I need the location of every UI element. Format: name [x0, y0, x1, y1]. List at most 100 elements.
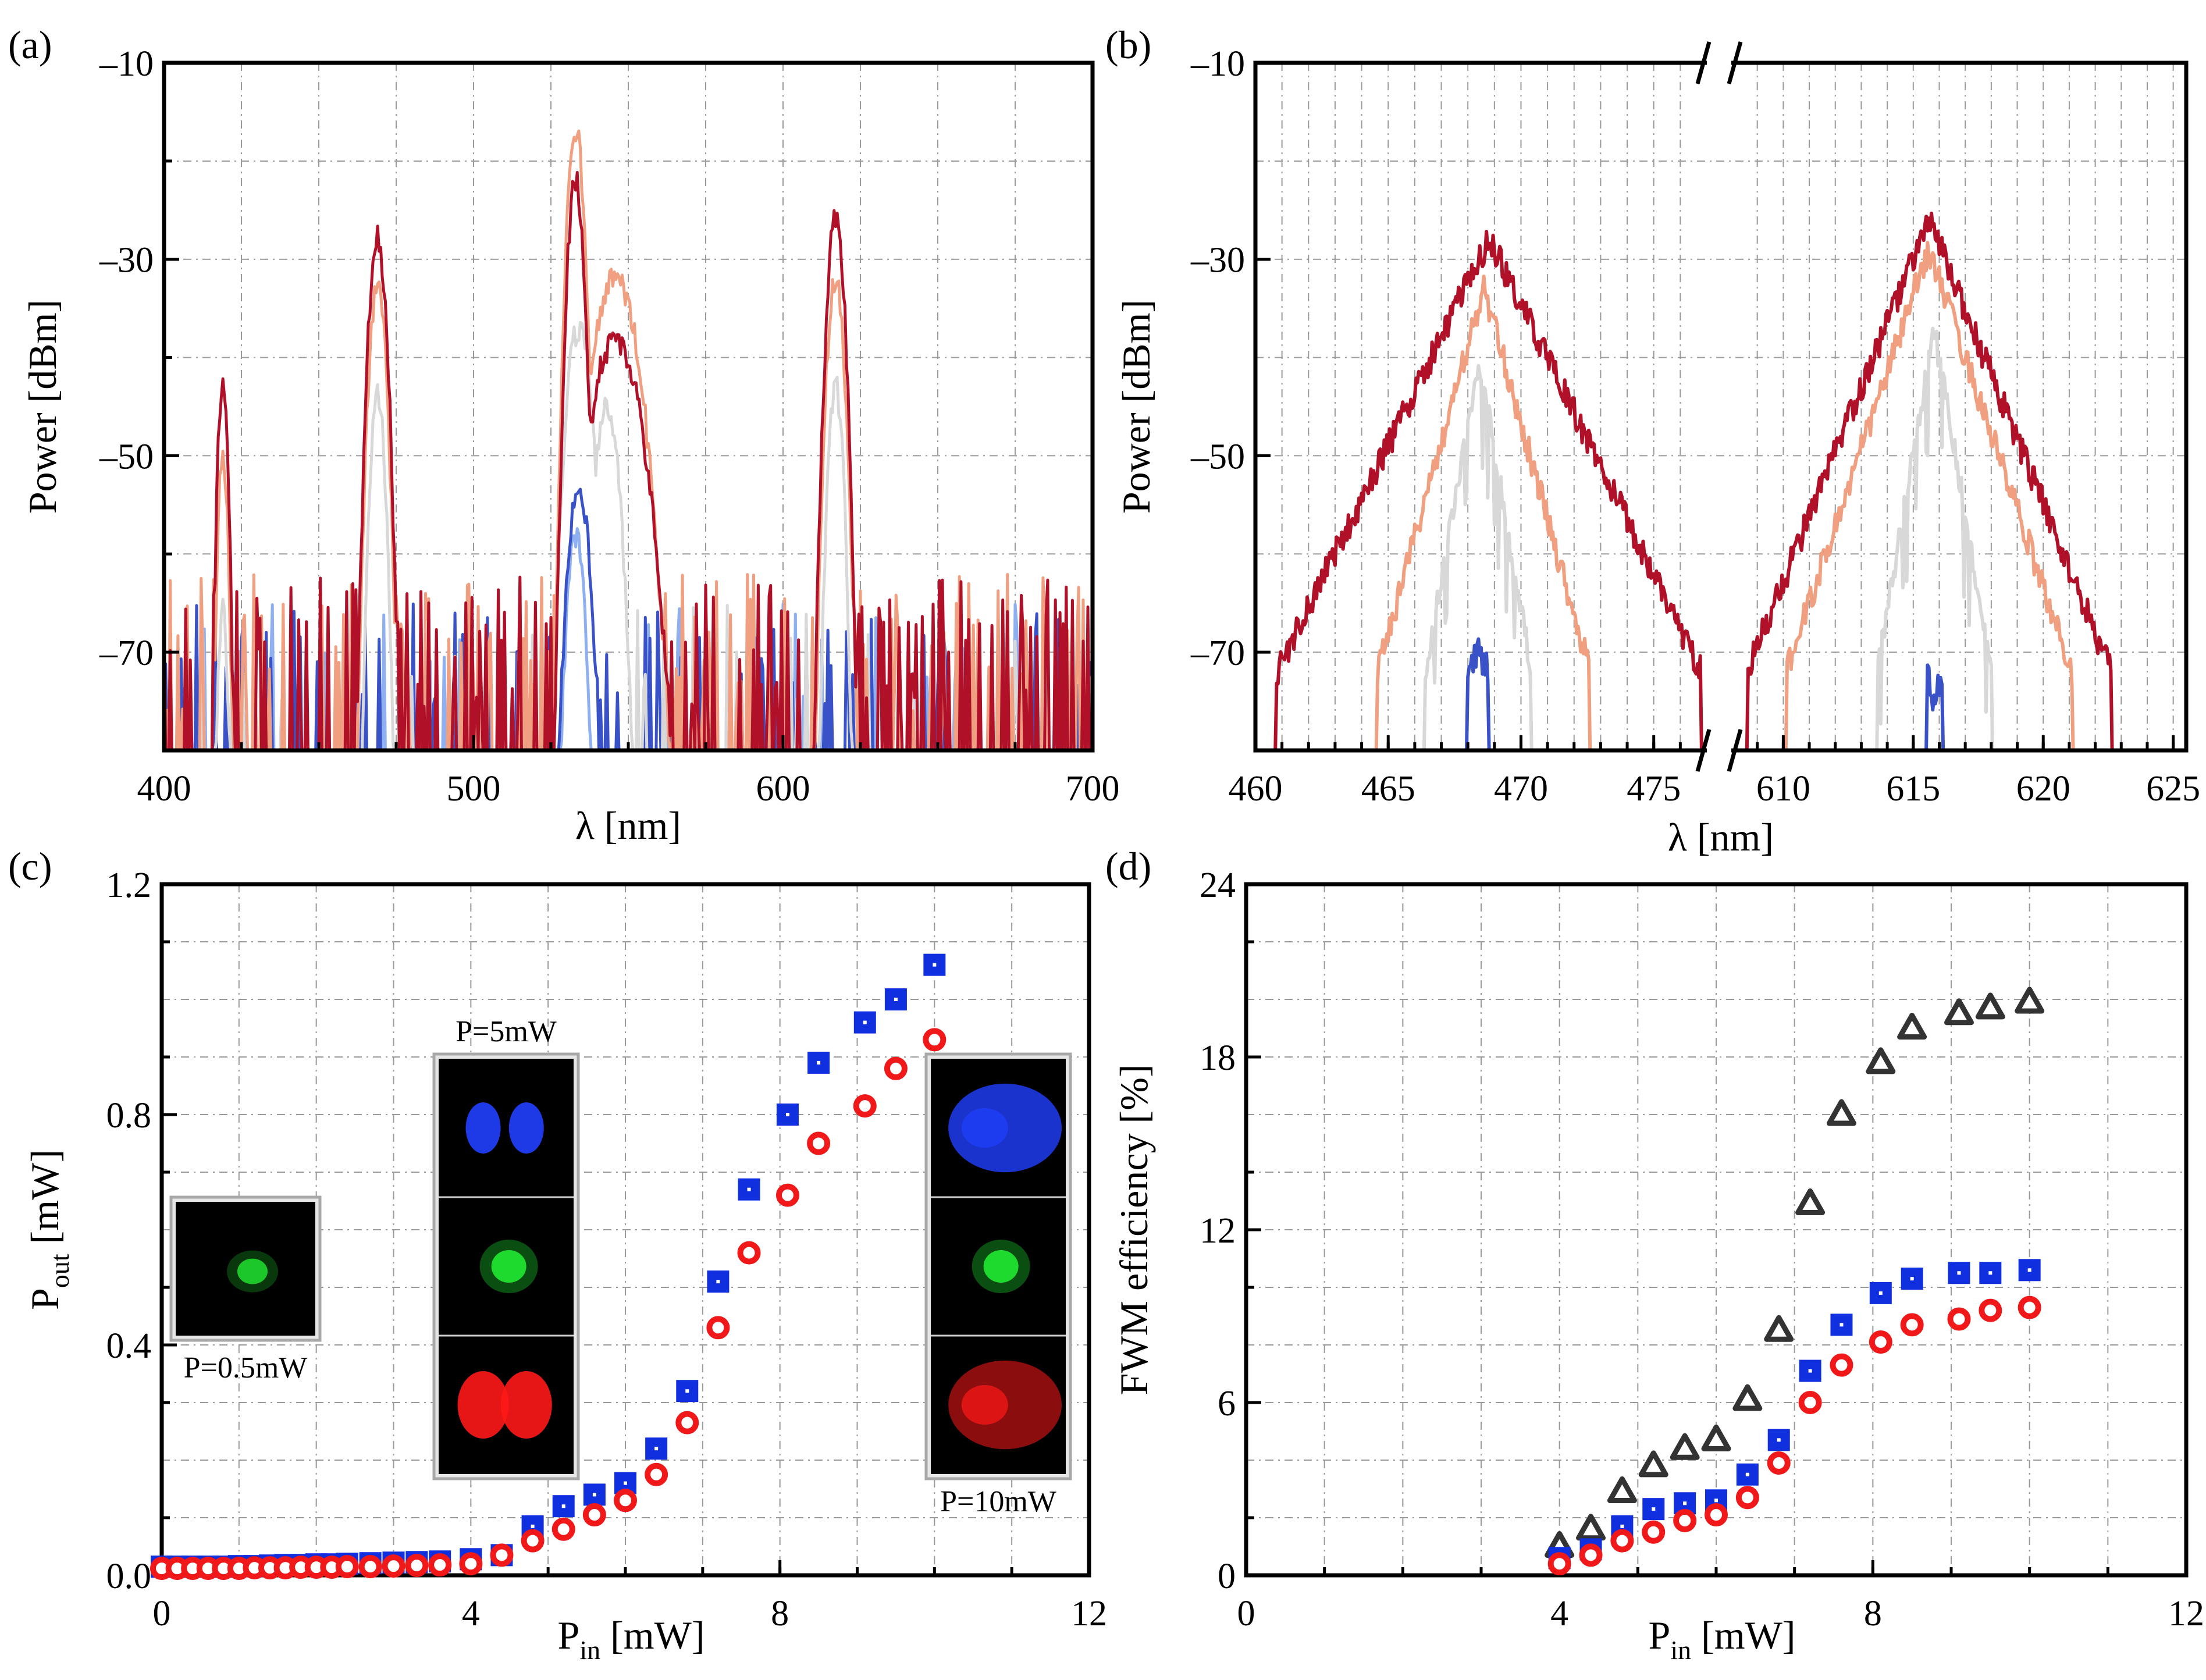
marker-center: [685, 1389, 689, 1393]
x-tick-label: 4: [462, 1594, 480, 1633]
marker-center: [785, 1113, 789, 1116]
marker-center: [1839, 1323, 1844, 1327]
x-tick-label: 615: [1886, 769, 1940, 809]
x-tick-label: 460: [1229, 769, 1283, 809]
x-axis-label: Pin [mW]: [1649, 1613, 1796, 1665]
y-tick-label: –70: [99, 633, 154, 673]
marker-center: [863, 1020, 867, 1024]
marker-triangle: [1607, 1476, 1637, 1503]
marker-circle: [552, 1517, 575, 1541]
marker-circle: [582, 1503, 606, 1527]
inset-label: P=10mW: [940, 1485, 1056, 1518]
marker-circle: [807, 1131, 831, 1155]
marker-circle: [1735, 1486, 1759, 1510]
marker-center: [747, 1187, 751, 1191]
marker-center: [1683, 1501, 1687, 1505]
mode-blob: [961, 1385, 1008, 1425]
x-tick-label: 12: [2168, 1594, 2204, 1633]
inset-image: P=5mW: [432, 1015, 580, 1480]
x-tick-label: 400: [137, 769, 191, 809]
inset-label: P=5mW: [456, 1015, 557, 1048]
marker-triangle: [1826, 1099, 1856, 1126]
marker-circle: [382, 1554, 405, 1578]
marker-center: [1745, 1472, 1749, 1476]
x-tick-label: 0: [1237, 1594, 1255, 1633]
marker-center: [1878, 1291, 1883, 1295]
mode-lobe: [500, 1371, 552, 1439]
y-tick-label: 0: [1218, 1557, 1236, 1596]
marker-center: [1777, 1438, 1781, 1442]
marker-circle: [1947, 1307, 1971, 1331]
mode-blob: [961, 1108, 1008, 1148]
marker-triangle: [1944, 998, 1974, 1026]
panel-a: 400 500 600 700 –10 –30 –50 –70 λ [nm] Power [dBm…: [8, 23, 1120, 848]
y-tick-label: 0.0: [106, 1557, 152, 1596]
inset-row-bg: [439, 1059, 574, 1197]
marker-circle: [775, 1183, 799, 1207]
axis-break-mark: [1695, 41, 1712, 84]
marker-circle: [1798, 1391, 1822, 1414]
x-tick-label: 500: [447, 769, 501, 809]
y-tick-label: –50: [1190, 437, 1245, 476]
marker-circle: [428, 1553, 452, 1577]
mode-spot: [237, 1258, 268, 1284]
y-axis-label: Power [dBm]: [20, 300, 65, 514]
marker-center: [1808, 1369, 1812, 1373]
x-tick-label: 600: [756, 769, 810, 809]
panel-label: (c): [8, 844, 52, 888]
series-group: [1255, 211, 2186, 750]
panel-d: 0 4 8 12 0 6 12 18 24 Pin [mW] FWM efficiency [%] (…: [1105, 844, 2204, 1665]
marker-circle: [923, 1028, 947, 1052]
marker-center: [1714, 1499, 1718, 1503]
mode-lobe: [508, 1102, 544, 1154]
marker-circle: [2018, 1295, 2041, 1319]
series-line-right: [1731, 211, 2186, 750]
mode-spot: [491, 1250, 526, 1283]
x-tick-label: 8: [771, 1594, 789, 1633]
mode-spot: [983, 1250, 1019, 1283]
series-line-p8mw: [164, 129, 1093, 750]
marker-circle: [1642, 1520, 1666, 1544]
inset-image: P=10mW: [924, 1052, 1072, 1518]
y-tick-label: –30: [99, 241, 154, 280]
mode-lobe: [457, 1371, 509, 1439]
marker-center: [817, 1060, 821, 1065]
series-line-right: [1731, 241, 2186, 750]
axis-break-gap: [1707, 56, 1731, 70]
marker-center: [654, 1447, 659, 1451]
y-tick-label: –30: [1190, 241, 1245, 280]
y-axis-label: FWM efficiency [%]: [1112, 1065, 1156, 1396]
series-line-left: [1255, 637, 1706, 750]
y-tick-label: 0.4: [106, 1326, 152, 1366]
panel-label: (b): [1105, 23, 1151, 67]
marker-circle: [521, 1529, 545, 1553]
y-tick-label: –70: [1190, 633, 1245, 673]
y-tick-label: 18: [1200, 1038, 1236, 1078]
marker-circle: [1579, 1543, 1603, 1567]
marker-circle: [1673, 1508, 1697, 1532]
y-axis-label: Power [dBm]: [1114, 300, 1158, 514]
inset-image: P=0.5mW: [169, 1195, 322, 1384]
marker-circle: [614, 1489, 637, 1512]
mode-halo: [227, 1250, 278, 1293]
y-tick-label: 6: [1218, 1384, 1236, 1423]
x-tick-label: 475: [1627, 769, 1681, 809]
marker-center: [561, 1504, 565, 1508]
y-tick-label: 12: [1200, 1211, 1236, 1251]
marker-circle: [884, 1056, 908, 1080]
marker-circle: [737, 1241, 761, 1265]
marker-circle: [1767, 1451, 1791, 1475]
series-group: [164, 129, 1093, 750]
marker-circle: [459, 1552, 483, 1576]
marker-triangle: [1897, 1013, 1927, 1040]
marker-circle: [1830, 1353, 1853, 1377]
axis-break-mark: [1727, 729, 1743, 772]
plot-frame: [1253, 60, 2189, 753]
marker-center: [624, 1481, 627, 1485]
series-line-left: [1255, 230, 1706, 750]
series-line-p5mw: [164, 321, 1093, 750]
marker-circle: [675, 1411, 699, 1435]
x-axis-label: λ [nm]: [575, 803, 681, 848]
y-tick-label: 24: [1200, 866, 1236, 905]
